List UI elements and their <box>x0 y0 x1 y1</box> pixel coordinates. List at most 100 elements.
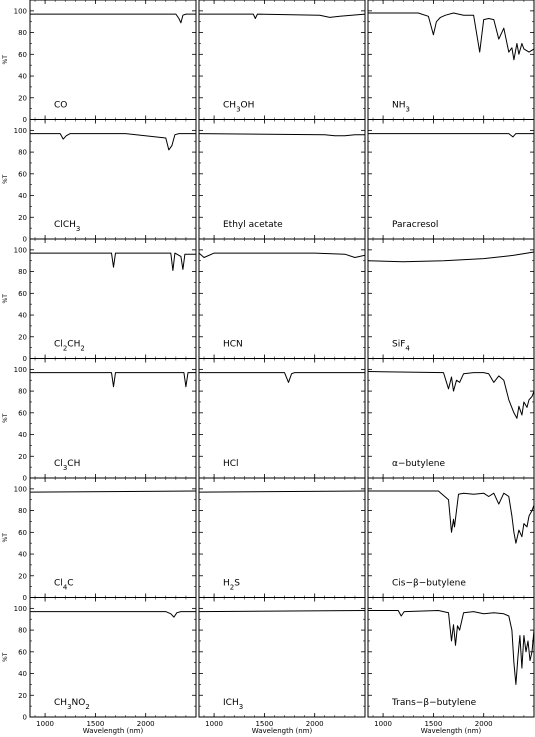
y-tick-label: 80 <box>18 507 27 515</box>
y-tick-label: 0 <box>23 714 27 722</box>
spectrum-line <box>367 251 535 263</box>
panel-title: CH3NO2 <box>54 698 90 711</box>
x-tick-label: 2000 <box>137 720 155 728</box>
y-tick-label: 0 <box>23 236 27 244</box>
panel-title: Cl3CH <box>54 459 80 472</box>
x-tick-label: 1500 <box>424 720 442 728</box>
panel-title: HCN <box>223 340 243 350</box>
spectrum-line <box>198 252 366 258</box>
spectrum-panel: CH3OH <box>198 0 366 120</box>
panel-frame <box>198 597 366 718</box>
spectrum-panel: NH3 <box>367 0 535 120</box>
spectrum-line <box>367 371 535 419</box>
spectrum-line <box>29 490 197 493</box>
spectrum-line <box>368 610 535 685</box>
panel-title: Trans−β−butylene <box>391 698 477 708</box>
y-tick-label: 20 <box>18 214 27 222</box>
panel-title: SiF4 <box>392 340 410 353</box>
x-axis-title-col-2: Wavelength (nm) <box>252 727 313 735</box>
x-axis-title-col-1: Wavelength (nm) <box>83 727 144 735</box>
y-tick-label: 60 <box>18 409 27 417</box>
x-tick-label: 2000 <box>306 720 324 728</box>
panel-title: Cis−β−butylene <box>392 579 466 589</box>
y-tick-label: 80 <box>18 268 27 276</box>
x-tick-label: 1500 <box>86 720 104 728</box>
spectrum-line <box>30 611 196 618</box>
x-tick-label: 1500 <box>255 720 273 728</box>
panel-title: CO <box>54 101 67 111</box>
y-tick-label: 20 <box>18 333 27 341</box>
spectrum-line <box>368 12 535 61</box>
spectrum-line <box>30 252 196 271</box>
y-tick-label: 0 <box>23 116 27 124</box>
spectrum-line <box>368 133 534 138</box>
spectrum-panel: 0 20 40 60 80 100 %T Cl4C <box>2 477 197 602</box>
y-tick-label: 60 <box>18 529 27 537</box>
y-axis-title: %T <box>2 174 9 184</box>
spectrum-line <box>368 490 535 544</box>
panel-title: Ethyl acetate <box>223 220 283 230</box>
panel-title: CH3OH <box>223 101 254 114</box>
y-tick-label: 100 <box>14 366 27 374</box>
spectrum-panel: 0 20 40 60 80 100 %T 1000 1500 2000 CH3NO2 <box>2 597 197 728</box>
panel-title: H2S <box>223 579 240 592</box>
y-axis-title: %T <box>2 294 9 304</box>
spectrum-line <box>198 610 366 613</box>
y-tick-label: 20 <box>18 453 27 461</box>
y-axis-title: %T <box>2 413 9 423</box>
spectrum-line <box>198 133 365 137</box>
panel-title: ClCH3 <box>54 220 80 233</box>
spectrum-panel: HCN <box>198 238 366 359</box>
y-axis-title: %T <box>2 652 9 662</box>
y-tick-label: 100 <box>14 127 27 135</box>
y-tick-label: 60 <box>18 290 27 298</box>
spectrum-line <box>30 133 196 151</box>
y-tick-label: 40 <box>18 670 27 678</box>
spectrum-panel: 1000 1500 2000 ICH3 <box>198 597 366 728</box>
spectrum-line <box>30 372 196 388</box>
x-tick-label: 1000 <box>36 720 54 728</box>
spectrum-panel: H2S <box>198 477 366 598</box>
y-axis-title: %T <box>2 55 9 65</box>
y-tick-label: 80 <box>18 29 27 37</box>
y-tick-label: 100 <box>14 7 27 15</box>
panel-title: ICH3 <box>223 698 243 711</box>
panel-title: Paracresol <box>392 220 438 230</box>
spectrum-panel: 0 20 40 60 80 100 %T Cl2CH2 <box>2 238 197 363</box>
spectrum-panel: 0 20 40 60 80 100 %T Cl3CH <box>2 358 197 483</box>
panel-frame <box>29 597 197 718</box>
y-tick-label: 0 <box>23 594 27 602</box>
panel-title: HCl <box>223 459 239 469</box>
spectrum-line <box>30 13 196 24</box>
panel-title: α−butylene <box>392 459 445 469</box>
x-tick-label: 1000 <box>205 720 223 728</box>
spectrum-panel: Ethyl acetate <box>198 119 366 240</box>
y-tick-label: 40 <box>18 431 27 439</box>
panel-title: NH3 <box>392 101 410 114</box>
y-tick-label: 40 <box>18 312 27 320</box>
y-tick-label: 60 <box>18 170 27 178</box>
y-tick-label: 0 <box>23 475 27 483</box>
x-axis-title-col-3: Wavelength (nm) <box>421 727 482 735</box>
panel-title: Cl4C <box>54 579 74 592</box>
y-tick-label: 60 <box>18 648 27 656</box>
panel-frame <box>367 597 535 718</box>
y-tick-label: 40 <box>18 192 27 200</box>
panel-title: Cl2CH2 <box>54 340 85 353</box>
y-tick-label: 0 <box>23 355 27 363</box>
y-tick-label: 20 <box>18 94 27 102</box>
y-tick-label: 100 <box>14 246 27 254</box>
spectrum-line <box>199 372 365 383</box>
y-tick-label: 20 <box>18 572 27 580</box>
spectrum-panel: α−butylene <box>367 358 535 479</box>
spectrum-panel: HCl <box>198 358 366 479</box>
y-tick-label: 60 <box>18 51 27 59</box>
y-tick-label: 100 <box>14 605 27 613</box>
spectrum-panel: Cis−β−butylene <box>367 477 535 598</box>
spectrum-line <box>199 13 366 19</box>
y-tick-label: 40 <box>18 73 27 81</box>
y-tick-label: 20 <box>18 692 27 700</box>
spectrum-panel: Paracresol <box>367 119 535 240</box>
spectrum-panel: 1000 1500 2000 Trans−β−butylene <box>367 597 535 728</box>
